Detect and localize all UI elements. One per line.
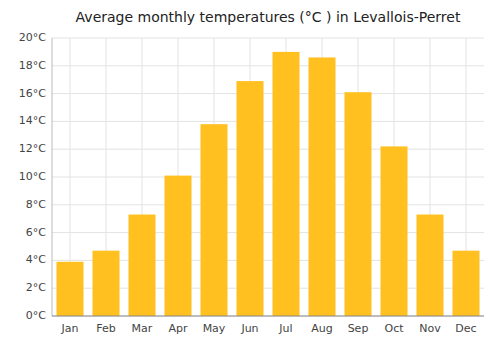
y-tick-label: 6°C [26,226,46,239]
x-tick-label: Dec [455,322,476,335]
bar [93,251,120,316]
x-tick-label: Feb [96,322,115,335]
y-tick-label: 12°C [19,142,46,155]
bar [201,124,228,316]
bar [273,52,300,316]
y-grid-line [52,65,484,66]
x-tick-label: Nov [419,322,441,335]
bars [57,52,480,316]
y-axis-line [52,38,53,316]
y-grid-line [52,93,484,94]
bar [129,215,156,316]
x-tick-label: Jul [278,322,292,335]
y-tick-label: 18°C [19,59,46,72]
y-grid-line [52,204,484,205]
y-grid-line [52,121,484,122]
axes: 0°C 2°C 4°C 6°C 8°C 10°C 12°C 14°C 16°C 18°C 20°C J… [19,31,477,335]
y-grid-line [52,177,484,178]
x-tick-label: Oct [384,322,404,335]
bar [417,215,444,316]
y-tick-label: 0°C [26,309,46,322]
y-grid-line [52,38,484,39]
bar [237,81,264,316]
y-tick-label: 16°C [19,87,46,100]
x-tick-label: Apr [168,322,188,335]
y-tick-label: 2°C [26,281,46,294]
y-tick-label: 20°C [19,31,46,44]
grid [52,38,484,316]
chart-container: 0°C 2°C 4°C 6°C 8°C 10°C 12°C 14°C 16°C 18°C 20°C J… [0,0,500,350]
bar [345,92,372,316]
bar [309,57,336,316]
bar [381,146,408,316]
y-grid-line [52,149,484,150]
title: Average monthly temperatures (°C ) in Le… [76,9,461,25]
x-tick-label: Sep [348,322,369,335]
y-tick-label: 14°C [19,114,46,127]
y-tick-label: 8°C [26,198,46,211]
x-axis-line [52,316,484,317]
y-tick-label: 10°C [19,170,46,183]
x-tick-label: Jan [61,322,79,335]
bar [165,176,192,316]
bar [57,262,84,316]
chart: 0°C 2°C 4°C 6°C 8°C 10°C 12°C 14°C 16°C 18°C 20°C J… [0,0,500,350]
x-tick-label: Mar [132,322,153,335]
y-grid-line [52,316,484,317]
x-tick-label: Jun [240,322,258,335]
x-tick-label: Aug [311,322,332,335]
bar [453,251,480,316]
x-tick-label: May [203,322,226,335]
y-tick-label: 4°C [26,253,46,266]
